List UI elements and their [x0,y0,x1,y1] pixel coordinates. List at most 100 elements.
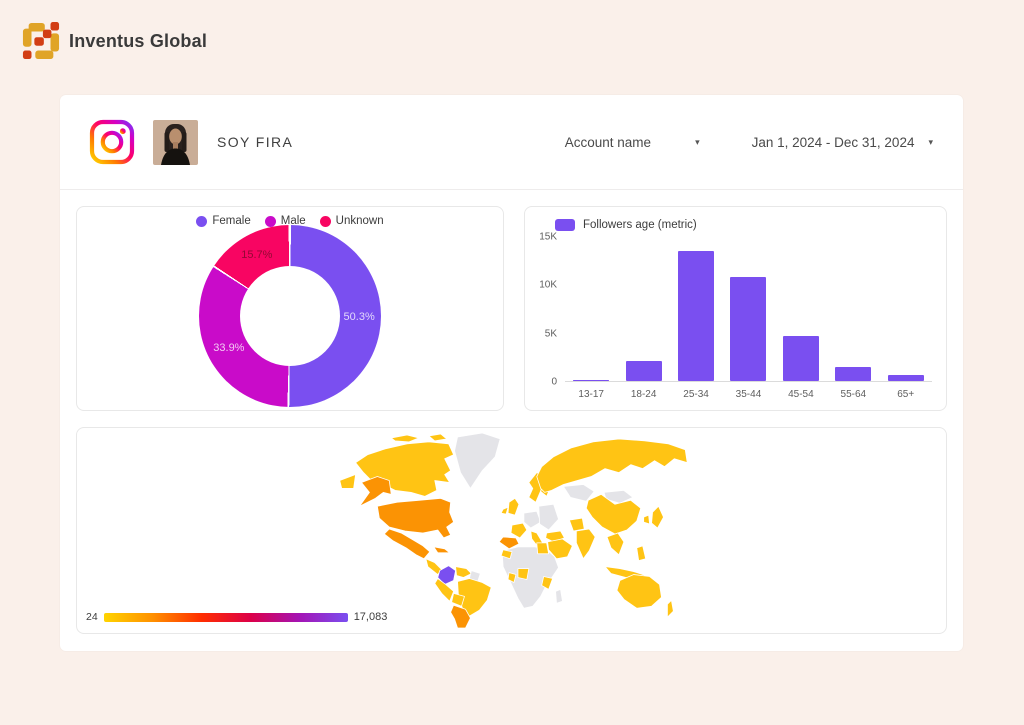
country-nigeria[interactable] [517,568,529,580]
country-cuba[interactable] [432,546,450,554]
country-ireland[interactable] [500,506,508,515]
age-x-label: 13-17 [578,389,604,400]
donut-slice-label: 15.7% [241,249,273,262]
gender-donut-card: Female Male Unknown 50.3% 33.9% 15.7% [76,206,504,411]
legend-item-unknown[interactable]: Unknown [319,215,384,227]
age-y-tick: 5K [544,328,557,340]
country-russia[interactable] [535,438,688,493]
country-mexico[interactable] [383,528,430,560]
country-alaska[interactable] [358,476,392,507]
brand-name: Inventus Global [69,30,208,51]
gender-donut[interactable]: 50.3% 33.9% 15.7% [199,225,381,407]
age-legend-label: Followers age (metric) [583,219,697,231]
age-bar[interactable] [730,276,767,381]
country-australia[interactable] [616,574,662,609]
country-peru[interactable] [433,578,454,602]
country-central-europe[interactable] [522,510,541,529]
country-venezuela[interactable] [454,566,472,578]
age-y-tick: 15K [539,231,557,243]
age-bar-slot: 45-54 [775,239,827,400]
age-x-label: 55-64 [840,389,867,400]
country-china[interactable] [585,493,641,535]
country-spain[interactable] [498,536,519,550]
age-bar[interactable] [835,366,872,381]
age-x-label: 25-34 [683,389,709,400]
country-russia-east-tip[interactable] [338,474,356,489]
country-bolivia[interactable] [450,592,465,607]
map-scale-gradient [103,612,348,622]
age-bar-slot: 65+ [880,239,932,400]
age-y-axis: 0 5K 10K 15K [531,232,557,388]
date-range-label: Jan 1, 2024 - Dec 31, 2024 [751,134,915,150]
region-southeast-asia[interactable] [606,532,624,556]
map-color-scale: 24 17,083 [86,611,387,623]
age-legend-swatch [555,219,575,231]
instagram-icon [89,119,135,165]
country-egypt[interactable] [535,542,549,555]
legend-dot [264,215,276,227]
legend-label: Unknown [335,215,384,227]
age-y-tick: 10K [539,279,557,291]
legend-label: Male [280,215,306,227]
donut-slice-label: 33.9% [213,342,245,355]
avatar [153,119,198,165]
country-new-zealand[interactable] [666,599,674,618]
age-bar-plot: 13-17 18-24 25-34 35-44 45-54 55-64 65+ [565,239,932,400]
dashboard-panel: SOY FIRA Account name ▾ Jan 1, 2024 - De… [60,95,963,651]
age-bar[interactable] [573,379,610,381]
age-x-label: 65+ [897,389,915,400]
age-bar[interactable] [625,360,662,381]
panel-header: SOY FIRA Account name ▾ Jan 1, 2024 - De… [60,95,963,190]
age-x-label: 18-24 [630,389,657,400]
age-bar-slot: 25-34 [670,239,722,400]
country-kazakhstan[interactable] [562,484,595,502]
country-greenland[interactable] [453,432,501,489]
country-usa[interactable] [376,497,454,539]
country-india[interactable] [575,528,596,560]
world-map [338,432,688,629]
chevron-down-icon: ▾ [928,136,933,147]
country-madagascar[interactable] [554,589,563,604]
country-morocco[interactable] [500,549,512,560]
donut-hole [240,266,340,366]
country-philippines[interactable] [635,545,646,562]
age-x-label: 45-54 [788,389,814,400]
charts-row: Female Male Unknown 50.3% 33.9% 15.7% Follow… [60,190,963,411]
age-bar-slot: 13-17 [565,239,617,400]
account-selector-label: Account name [564,134,652,150]
legend-item-male[interactable]: Male [264,215,306,227]
donut-slice-label: 50.3% [343,310,375,323]
country-colombia[interactable] [436,565,456,585]
chevron-down-icon: ▾ [695,136,700,147]
legend-label: Female [212,215,251,227]
country-japan[interactable] [650,505,664,529]
country-pakistan[interactable] [568,517,585,532]
country-middle-east[interactable] [546,538,573,560]
map-scale-min: 24 [86,611,98,623]
gender-legend: Female Male Unknown [77,215,503,227]
age-bar-card: Followers age (metric) 0 5K 10K 15K 13-17 18… [524,206,947,411]
date-range-selector[interactable]: Jan 1, 2024 - Dec 31, 2024 ▾ [752,135,933,150]
country-ghana[interactable] [507,572,516,583]
country-kenya[interactable] [540,576,553,590]
age-x-label: 35-44 [735,389,762,400]
age-bar[interactable] [678,251,715,381]
legend-dot [319,215,331,227]
country-eastern-europe[interactable] [537,503,559,531]
age-bar-legend: Followers age (metric) [555,219,697,231]
country-uk[interactable] [507,497,519,516]
brand: Inventus Global [22,22,207,60]
age-bar-slot: 55-64 [827,239,879,400]
map-scale-max: 17,083 [353,611,388,623]
age-bar[interactable] [887,375,924,381]
account-selector[interactable]: Account name ▾ [565,135,700,150]
age-y-tick: 0 [551,376,557,388]
legend-item-female[interactable]: Female [196,215,251,227]
age-bar[interactable] [782,335,819,381]
account-name: SOY FIRA [217,134,294,150]
country-france[interactable] [510,522,527,539]
country-canada-islands[interactable] [390,433,447,443]
inventus-logo-icon [22,22,60,60]
country-argentina[interactable] [449,604,471,629]
country-south-korea[interactable] [642,514,650,525]
